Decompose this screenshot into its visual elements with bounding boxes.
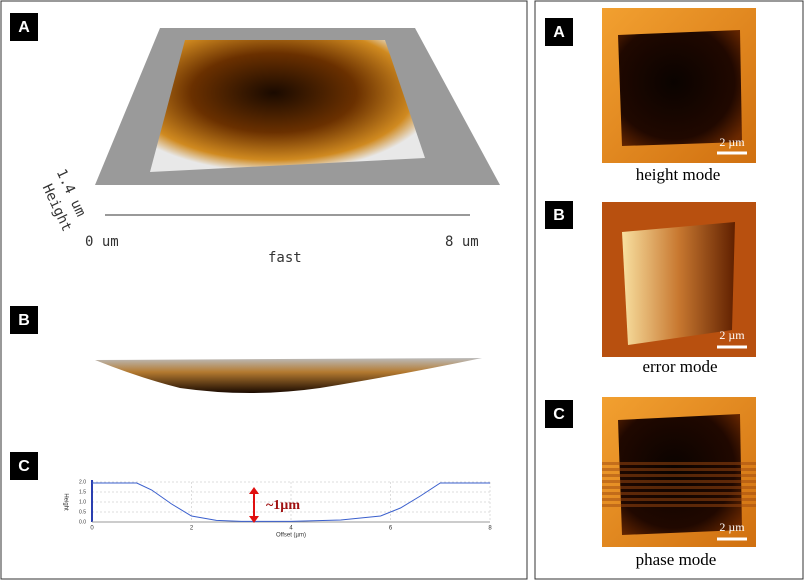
caption: error mode xyxy=(642,357,717,376)
x-tick-label: 6 xyxy=(389,526,393,532)
label-box xyxy=(10,452,38,480)
label-box xyxy=(545,18,573,46)
scan-lines xyxy=(602,460,756,510)
annotation: ~1µm xyxy=(266,498,300,513)
y-tick-label: 1.0 xyxy=(79,499,86,505)
panel-label: C xyxy=(553,406,565,423)
label-box xyxy=(545,201,573,229)
left-frame xyxy=(0,0,528,580)
profile-chart: 0.0 0.5 1.0 1.5 2.0 0 2 4 6 8 Offset (µm) Height ~1µ… xyxy=(62,479,492,538)
x-axis-title: Offset (µm) xyxy=(276,533,306,539)
panel-label: A xyxy=(18,19,30,36)
panel-label: C xyxy=(18,458,30,475)
y-tick-label: 0.0 xyxy=(79,519,86,525)
afm-cross-section xyxy=(95,358,482,393)
scale-label: 2 µm xyxy=(719,328,745,342)
x-tick-label: 8 xyxy=(488,526,492,532)
y-tick-label: 0.5 xyxy=(79,509,86,515)
x-tick-label: 0 xyxy=(90,526,94,532)
axis-label: 8 um xyxy=(445,234,479,250)
panel-label: B xyxy=(553,207,565,224)
panel-label: A xyxy=(553,24,565,41)
profile-line xyxy=(92,482,490,522)
y-axis-title: Height xyxy=(62,493,68,511)
caption: height mode xyxy=(636,165,721,184)
caption: phase mode xyxy=(636,550,717,569)
label-box xyxy=(10,13,38,41)
scale-label: 2 µm xyxy=(719,520,745,534)
right-frame xyxy=(534,0,804,580)
scale-label: 2 µm xyxy=(719,135,745,149)
axis-title: fast xyxy=(268,250,302,266)
afm-pit xyxy=(622,222,735,345)
y-tick-label: 1.5 xyxy=(79,489,86,495)
label-box xyxy=(545,400,573,428)
right-b: B 2 µm error mode xyxy=(545,201,756,376)
y-tick-label: 2.0 xyxy=(79,479,86,485)
panel-label: B xyxy=(18,312,30,329)
afm-pit xyxy=(150,40,425,172)
x-tick-label: 4 xyxy=(289,526,293,532)
right-c: C 2 µm phase mode xyxy=(545,397,756,569)
x-tick-label: 2 xyxy=(190,526,194,532)
axis-label: 0 um xyxy=(85,234,119,250)
right-a: A 2 µm height mode xyxy=(545,8,756,184)
label-box xyxy=(10,306,38,334)
afm-pit xyxy=(618,30,742,146)
